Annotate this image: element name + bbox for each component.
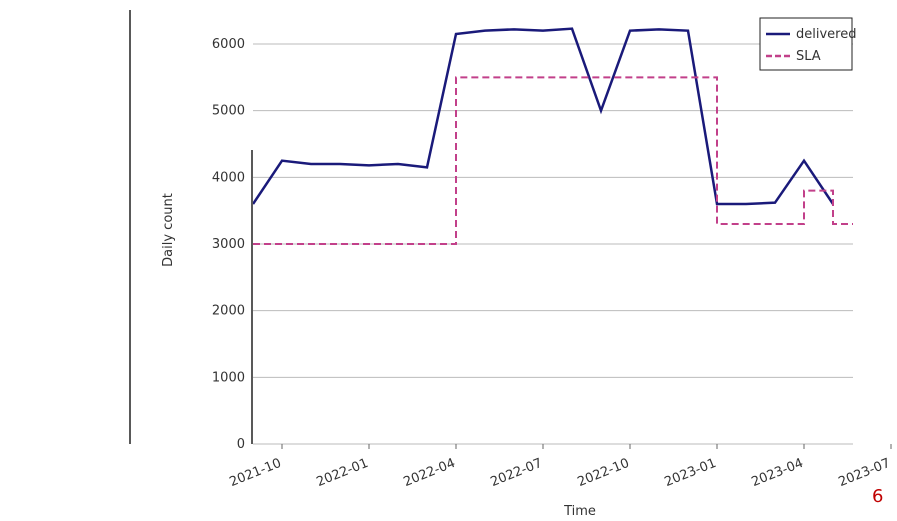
x-tick-label: 2022-01 [315,456,371,490]
series-line [253,27,835,206]
y-tick-label: 0 [237,437,245,452]
x-tick-label: 2023-01 [663,456,719,490]
legend-label: delivered [796,27,856,42]
x-tick-label: 2023-04 [750,456,806,490]
x-tick-label: 2022-07 [489,456,545,490]
x-axis-label: Time [563,504,596,519]
y-axis-label: Daily count [161,193,176,267]
series-line [253,76,853,245]
legend-box [759,17,853,71]
page-number: 6 [872,486,883,507]
y-tick-label: 6000 [212,37,245,52]
y-tick-label: 4000 [212,170,245,185]
y-tick-label: 5000 [212,104,245,119]
legend-label: SLA [796,49,821,64]
plot [253,27,853,245]
y-tick-label: 3000 [212,237,245,252]
x-tick-label: 2022-10 [576,456,632,490]
x-tick-label: 2021-10 [228,456,284,490]
y-tick-label: 1000 [212,370,245,385]
x-tick-label: 2023-07 [837,456,893,490]
x-tick-label: 2022-04 [402,456,458,490]
y-tick-label: 2000 [212,304,245,319]
